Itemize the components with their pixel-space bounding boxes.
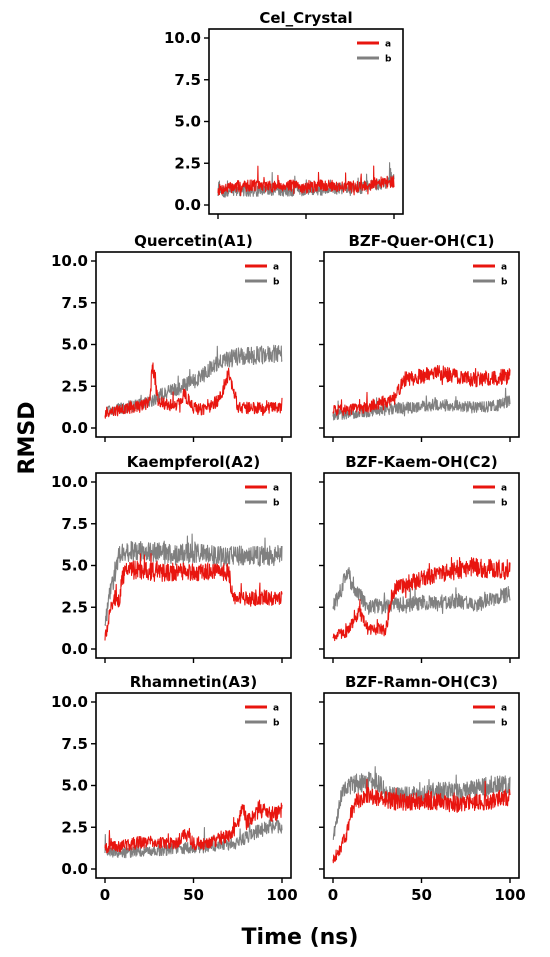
series-group (104, 344, 283, 419)
panel-title: BZF-Quer-OH(C1) (348, 232, 494, 250)
series-group (332, 364, 511, 421)
series-group (332, 557, 511, 642)
x-tick-label: 0 (328, 886, 338, 904)
y-tick-label: 0.0 (61, 640, 88, 658)
series-group (217, 162, 395, 198)
panel-title: Kaempferol(A2) (127, 453, 261, 471)
x-axis-label: Time (ns) (242, 925, 359, 950)
y-tick-label: 0.0 (61, 860, 88, 878)
legend: ab (473, 704, 508, 729)
y-axis-label: RMSD (15, 402, 40, 475)
y-tick-label: 7.5 (61, 294, 88, 312)
series-line-a (104, 362, 283, 419)
panel-title: Cel_Crystal (259, 9, 352, 27)
series-group (332, 766, 511, 864)
y-tick-label: 7.5 (61, 515, 88, 533)
legend-label-b: b (385, 55, 392, 65)
series-line-b (104, 344, 283, 417)
y-tick-label: 5.0 (61, 557, 88, 575)
legend-label-b: b (501, 278, 508, 288)
series-line-a (332, 364, 511, 416)
panel-6: Rhamnetin(A3) 0.0 2.5 5.0 7.5 10.0 0 50 100 ab (51, 673, 298, 904)
y-tick-label: 5.0 (61, 336, 88, 354)
y-tick-label: 7.5 (174, 71, 201, 89)
panel-title: BZF-Ramn-OH(C3) (345, 673, 498, 691)
legend-label-b: b (273, 719, 280, 729)
panel-2: Quercetin(A1) 0.0 2.5 5.0 7.5 10.0 ab (51, 232, 292, 442)
legend-label-a: a (501, 484, 507, 494)
panel-5: BZF-Kaem-OH(C2) ab (319, 453, 520, 663)
panel-title: Rhamnetin(A3) (130, 673, 258, 691)
panel-3: BZF-Quer-OH(C1) ab (319, 232, 520, 442)
legend: ab (245, 484, 280, 509)
series-group (104, 533, 283, 641)
series-line-b (332, 387, 511, 421)
series-line-b (332, 566, 511, 615)
y-tick-label: 0.0 (174, 196, 201, 214)
legend-label-a: a (273, 263, 279, 273)
legend: ab (473, 484, 508, 509)
legend-label-b: b (501, 499, 508, 509)
x-tick-label: 50 (411, 886, 432, 904)
x-tick-label: 100 (494, 886, 525, 904)
legend-label-a: a (385, 40, 391, 50)
series-line-a (104, 799, 283, 854)
panel-title: Quercetin(A1) (134, 232, 253, 250)
y-tick-label: 2.5 (174, 154, 201, 172)
legend-label-b: b (273, 499, 280, 509)
y-tick-label: 10.0 (51, 252, 88, 270)
y-tick-label: 2.5 (61, 818, 88, 836)
x-tick-label: 50 (183, 886, 204, 904)
panel-1: Cel_Crystal 0.0 2.5 5.0 7.5 10.0 ab (164, 9, 404, 219)
y-tick-label: 5.0 (174, 113, 201, 131)
y-tick-label: 10.0 (164, 29, 201, 47)
series-group (104, 799, 283, 859)
series-line-a (332, 778, 511, 864)
y-tick-label: 2.5 (61, 598, 88, 616)
y-tick-label: 7.5 (61, 735, 88, 753)
series-line-b (104, 533, 283, 627)
legend: ab (473, 263, 508, 288)
legend-label-a: a (501, 263, 507, 273)
y-tick-label: 10.0 (51, 693, 88, 711)
legend: ab (357, 40, 392, 65)
legend-label-a: a (273, 704, 279, 714)
legend-label-b: b (501, 719, 508, 729)
legend-label-a: a (501, 704, 507, 714)
legend-label-b: b (273, 278, 280, 288)
series-line-a (217, 165, 395, 197)
legend: ab (245, 704, 280, 729)
legend: ab (245, 263, 280, 288)
y-tick-label: 0.0 (61, 419, 88, 437)
legend-label-a: a (273, 484, 279, 494)
y-tick-label: 10.0 (51, 473, 88, 491)
x-tick-label: 0 (100, 886, 110, 904)
panel-7: BZF-Ramn-OH(C3) 0 50 100 ab (319, 673, 526, 904)
panel-4: Kaempferol(A2) 0.0 2.5 5.0 7.5 10.0 ab (51, 453, 292, 663)
series-line-a (104, 553, 283, 641)
y-tick-label: 5.0 (61, 777, 88, 795)
y-tick-label: 2.5 (61, 377, 88, 395)
series-line-a (332, 557, 511, 642)
x-tick-label: 100 (266, 886, 297, 904)
panel-title: BZF-Kaem-OH(C2) (345, 453, 498, 471)
